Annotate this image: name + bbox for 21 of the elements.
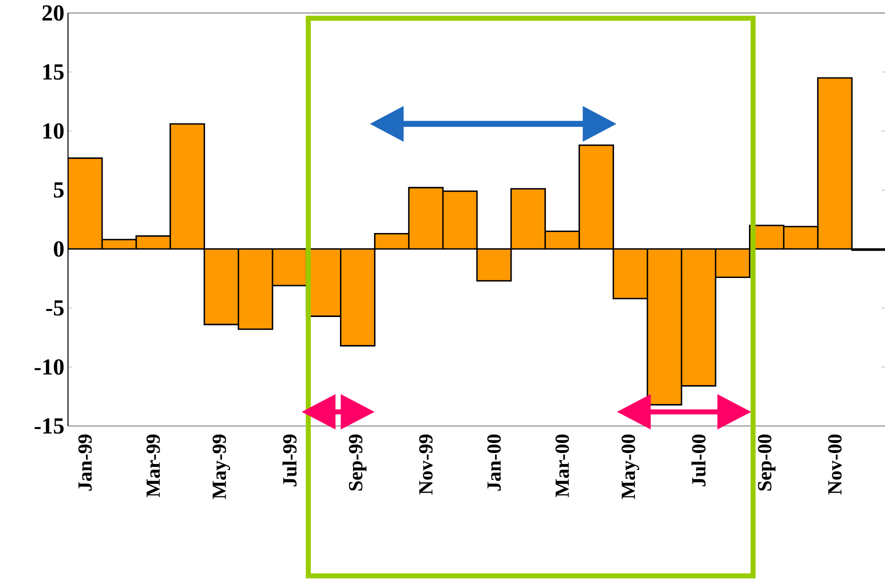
x-tick-label: Sep-99 xyxy=(348,434,366,491)
y-tick-label: 5 xyxy=(54,182,64,198)
x-tick-label: Mar-99 xyxy=(146,434,160,498)
y-tick-label: 0 xyxy=(54,241,64,257)
y-tick-label: 20 xyxy=(42,5,64,21)
x-tick-label: Nov-99 xyxy=(419,434,433,495)
x-tick-label: Jul-99 xyxy=(282,434,297,486)
y-tick-label: 10 xyxy=(43,123,64,139)
x-tick-label: Sep-00 xyxy=(758,434,776,491)
y-tick-label: 15 xyxy=(43,64,64,80)
y-tick-label: -5 xyxy=(46,300,64,316)
x-tick-label: Mar-00 xyxy=(555,434,569,498)
y-tick-label: -10 xyxy=(34,359,64,375)
x-tick-label: May-00 xyxy=(622,434,640,499)
x-tick-label: Nov-00 xyxy=(828,434,842,495)
x-tick-label: Jan-99 xyxy=(78,434,92,491)
y-tick-label: -15 xyxy=(34,418,64,434)
bar xyxy=(476,248,512,282)
x-tick-label: Jan-00 xyxy=(487,434,501,491)
x-tick-label: Jul-00 xyxy=(691,434,706,486)
x-tick-label: May-99 xyxy=(212,434,230,499)
